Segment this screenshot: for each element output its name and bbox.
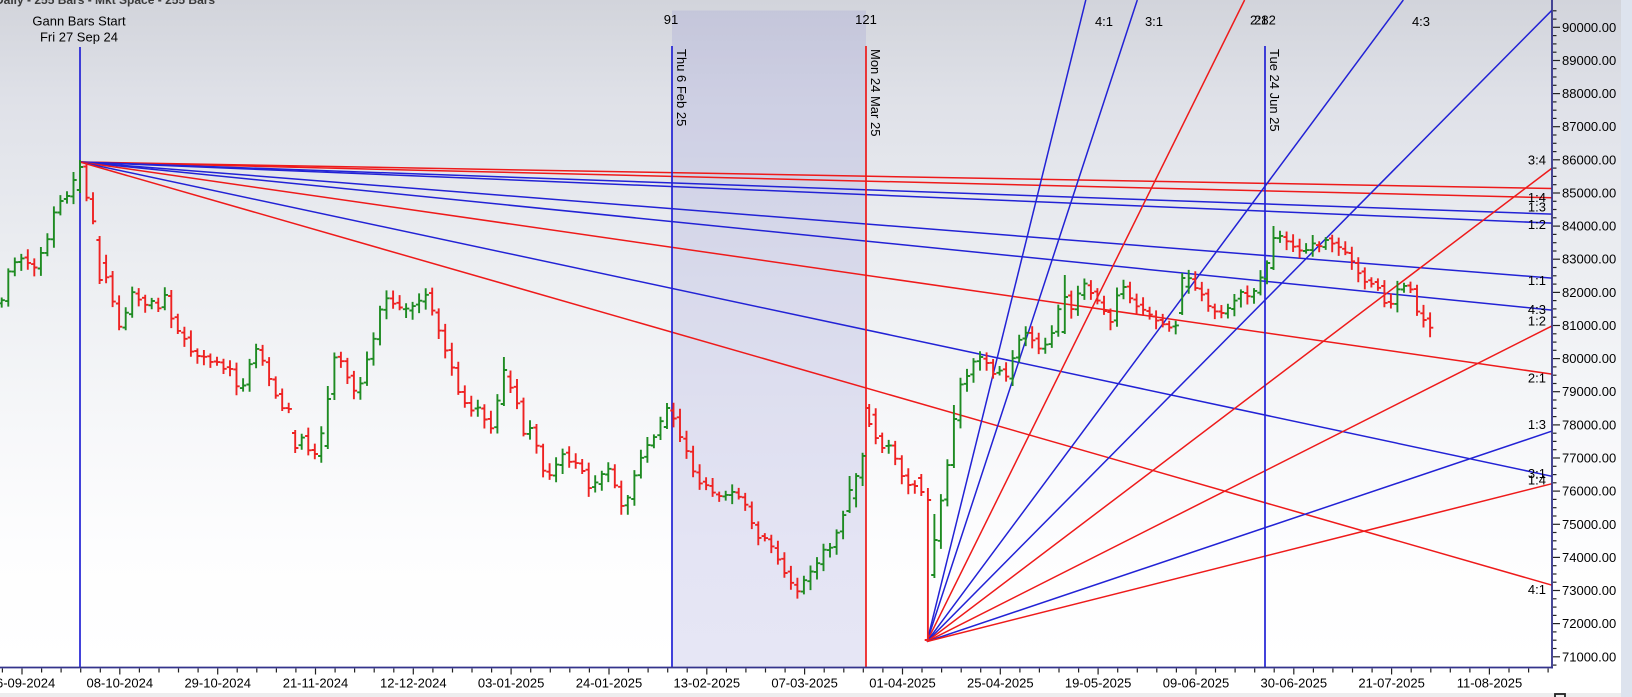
- svg-text:71000.00: 71000.00: [1562, 649, 1616, 664]
- svg-text:75000.00: 75000.00: [1562, 517, 1616, 532]
- svg-text:07-03-2025: 07-03-2025: [771, 676, 838, 691]
- svg-text:83000.00: 83000.00: [1562, 252, 1616, 267]
- svg-text:87000.00: 87000.00: [1562, 119, 1616, 134]
- svg-text:1:4: 1:4: [1528, 473, 1546, 488]
- svg-text:72000.00: 72000.00: [1562, 616, 1616, 631]
- svg-text:4:3: 4:3: [1528, 302, 1546, 317]
- svg-text:2:1: 2:1: [1250, 13, 1268, 28]
- svg-text:73000.00: 73000.00: [1562, 583, 1616, 598]
- svg-text:19-05-2025: 19-05-2025: [1065, 676, 1132, 691]
- svg-text:24-01-2025: 24-01-2025: [576, 676, 643, 691]
- svg-text:89000.00: 89000.00: [1562, 53, 1616, 68]
- svg-text:Mon 24 Mar 25: Mon 24 Mar 25: [868, 49, 883, 136]
- svg-text:Gann Bars Start: Gann Bars Start: [32, 14, 126, 29]
- svg-text:4:1: 4:1: [1095, 14, 1113, 29]
- svg-text:121: 121: [855, 12, 877, 27]
- svg-text:30-06-2025: 30-06-2025: [1261, 676, 1328, 691]
- svg-text:84000.00: 84000.00: [1562, 219, 1616, 234]
- svg-text:21-11-2024: 21-11-2024: [283, 676, 349, 691]
- svg-text:85000.00: 85000.00: [1562, 186, 1616, 201]
- svg-text:1:3: 1:3: [1528, 417, 1546, 432]
- svg-text:1:2: 1:2: [1528, 217, 1546, 232]
- svg-text:91: 91: [664, 12, 678, 27]
- svg-text:21-07-2025: 21-07-2025: [1358, 676, 1425, 691]
- svg-text:90000.00: 90000.00: [1562, 20, 1616, 35]
- svg-text:Fri 27 Sep 24: Fri 27 Sep 24: [40, 30, 118, 45]
- svg-text:2:1: 2:1: [1528, 371, 1546, 386]
- svg-text:76000.00: 76000.00: [1562, 484, 1616, 499]
- svg-text:01-04-2025: 01-04-2025: [869, 676, 936, 691]
- svg-text:13-02-2025: 13-02-2025: [674, 676, 741, 691]
- svg-text:Daily - 255 Bars - Mkt Space -: Daily - 255 Bars - Mkt Space - 255 Bars: [0, 0, 215, 7]
- svg-text:03-01-2025: 03-01-2025: [478, 676, 545, 691]
- svg-text:79000.00: 79000.00: [1562, 384, 1616, 399]
- svg-text:08-10-2024: 08-10-2024: [87, 676, 154, 691]
- svg-text:12-12-2024: 12-12-2024: [380, 676, 447, 691]
- svg-text:25-04-2025: 25-04-2025: [967, 676, 1034, 691]
- svg-text:1:2: 1:2: [1528, 314, 1546, 329]
- svg-text:77000.00: 77000.00: [1562, 451, 1616, 466]
- svg-text:11-08-2025: 11-08-2025: [1457, 676, 1523, 691]
- svg-text:09-06-2025: 09-06-2025: [1163, 676, 1230, 691]
- svg-text:4:3: 4:3: [1412, 14, 1430, 29]
- svg-text:88000.00: 88000.00: [1562, 86, 1616, 101]
- svg-text:3:4: 3:4: [1528, 153, 1546, 168]
- svg-text:1:4: 1:4: [1528, 190, 1546, 205]
- svg-text:80000.00: 80000.00: [1562, 351, 1616, 366]
- svg-text:82000.00: 82000.00: [1562, 285, 1616, 300]
- svg-text:282: 282: [1254, 13, 1276, 28]
- svg-text:3:1: 3:1: [1145, 14, 1163, 29]
- svg-text:Thu 6 Feb 25: Thu 6 Feb 25: [674, 49, 689, 126]
- svg-text:74000.00: 74000.00: [1562, 550, 1616, 565]
- svg-text:4:1: 4:1: [1528, 582, 1546, 597]
- svg-text:1:1: 1:1: [1528, 273, 1546, 288]
- svg-text:29-10-2024: 29-10-2024: [184, 676, 251, 691]
- svg-text:16-09-2024: 16-09-2024: [0, 676, 55, 691]
- svg-text:1:3: 1:3: [1528, 200, 1546, 215]
- svg-text:Tue 24 Jun 25: Tue 24 Jun 25: [1267, 49, 1282, 132]
- svg-text:81000.00: 81000.00: [1562, 318, 1616, 333]
- svg-text:78000.00: 78000.00: [1562, 417, 1616, 432]
- svg-text:3:1: 3:1: [1528, 466, 1546, 481]
- svg-text:86000.00: 86000.00: [1562, 152, 1616, 167]
